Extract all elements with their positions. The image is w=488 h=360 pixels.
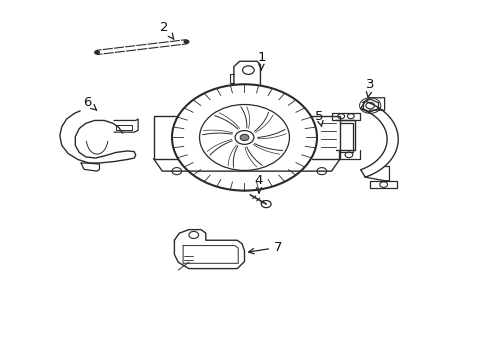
Text: 3: 3 (365, 78, 374, 97)
Text: 5: 5 (315, 110, 323, 126)
Circle shape (183, 40, 189, 44)
Text: 4: 4 (254, 174, 263, 193)
Text: 7: 7 (248, 241, 282, 254)
Circle shape (240, 134, 248, 141)
Text: 2: 2 (160, 21, 173, 39)
Text: 1: 1 (257, 51, 265, 70)
Circle shape (94, 50, 100, 54)
Text: 6: 6 (83, 95, 97, 110)
